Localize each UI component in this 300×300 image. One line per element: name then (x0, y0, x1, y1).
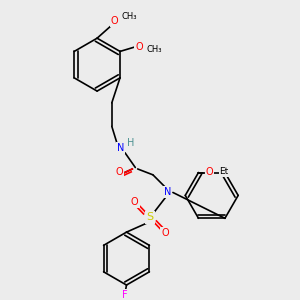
Text: S: S (146, 212, 154, 222)
Text: CH₃: CH₃ (122, 12, 137, 21)
Text: N: N (164, 188, 171, 197)
Text: F: F (122, 290, 128, 300)
Text: O: O (131, 197, 139, 207)
Text: O: O (115, 167, 123, 177)
Text: N: N (117, 143, 124, 153)
Text: O: O (206, 167, 213, 177)
Text: O: O (111, 16, 118, 26)
Text: Et: Et (219, 167, 229, 176)
Text: O: O (135, 42, 143, 52)
Text: O: O (161, 228, 169, 238)
Text: H: H (127, 137, 135, 148)
Text: CH₃: CH₃ (146, 46, 162, 55)
